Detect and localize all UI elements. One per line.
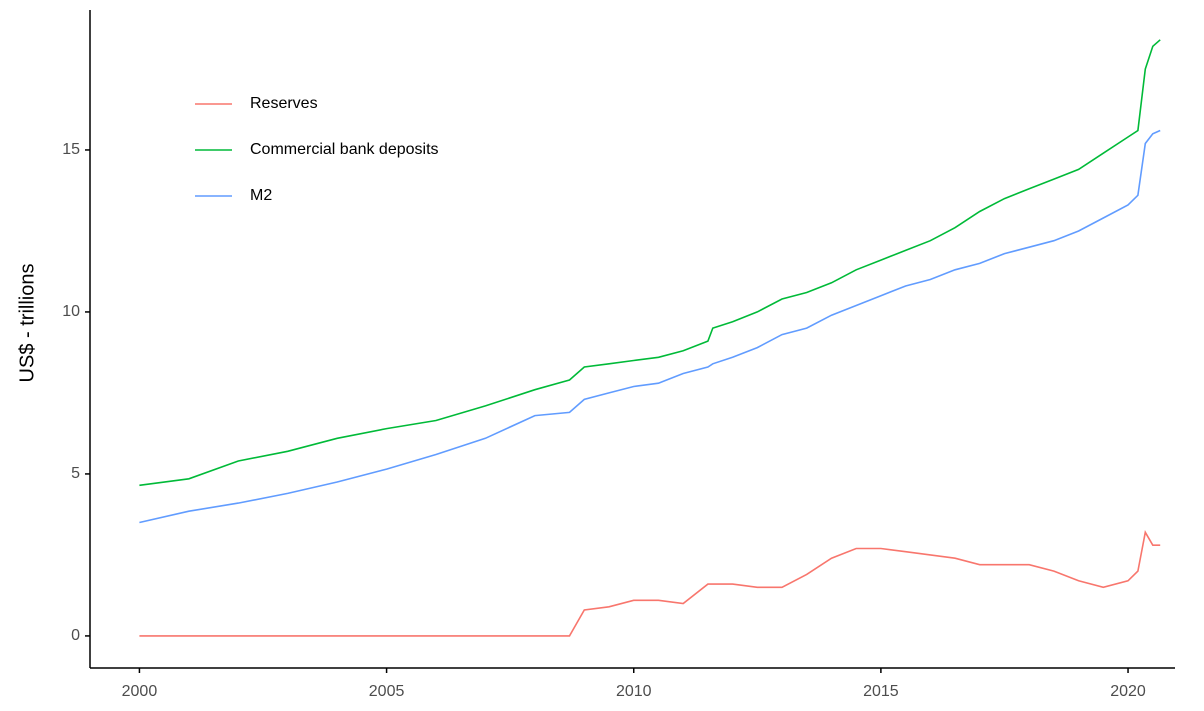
y-tick-label: 5: [71, 465, 80, 482]
data-line: [139, 530, 1161, 637]
y-axis-label: US$ - trillions: [16, 264, 38, 383]
y-tick-label: 15: [62, 141, 80, 158]
x-tick-label: 2010: [616, 683, 652, 700]
x-tick-label: 2000: [122, 683, 158, 700]
legend-label: Commercial bank deposits: [250, 141, 439, 158]
data-line: [139, 39, 1161, 487]
data-line: [139, 129, 1161, 524]
x-tick-label: 2005: [369, 683, 405, 700]
y-tick-label: 10: [62, 303, 80, 320]
legend-label: Reserves: [250, 95, 318, 112]
y-tick-label: 0: [71, 627, 80, 644]
x-tick-label: 2015: [863, 683, 899, 700]
legend-label: M2: [250, 187, 272, 204]
x-tick-label: 2020: [1110, 683, 1146, 700]
